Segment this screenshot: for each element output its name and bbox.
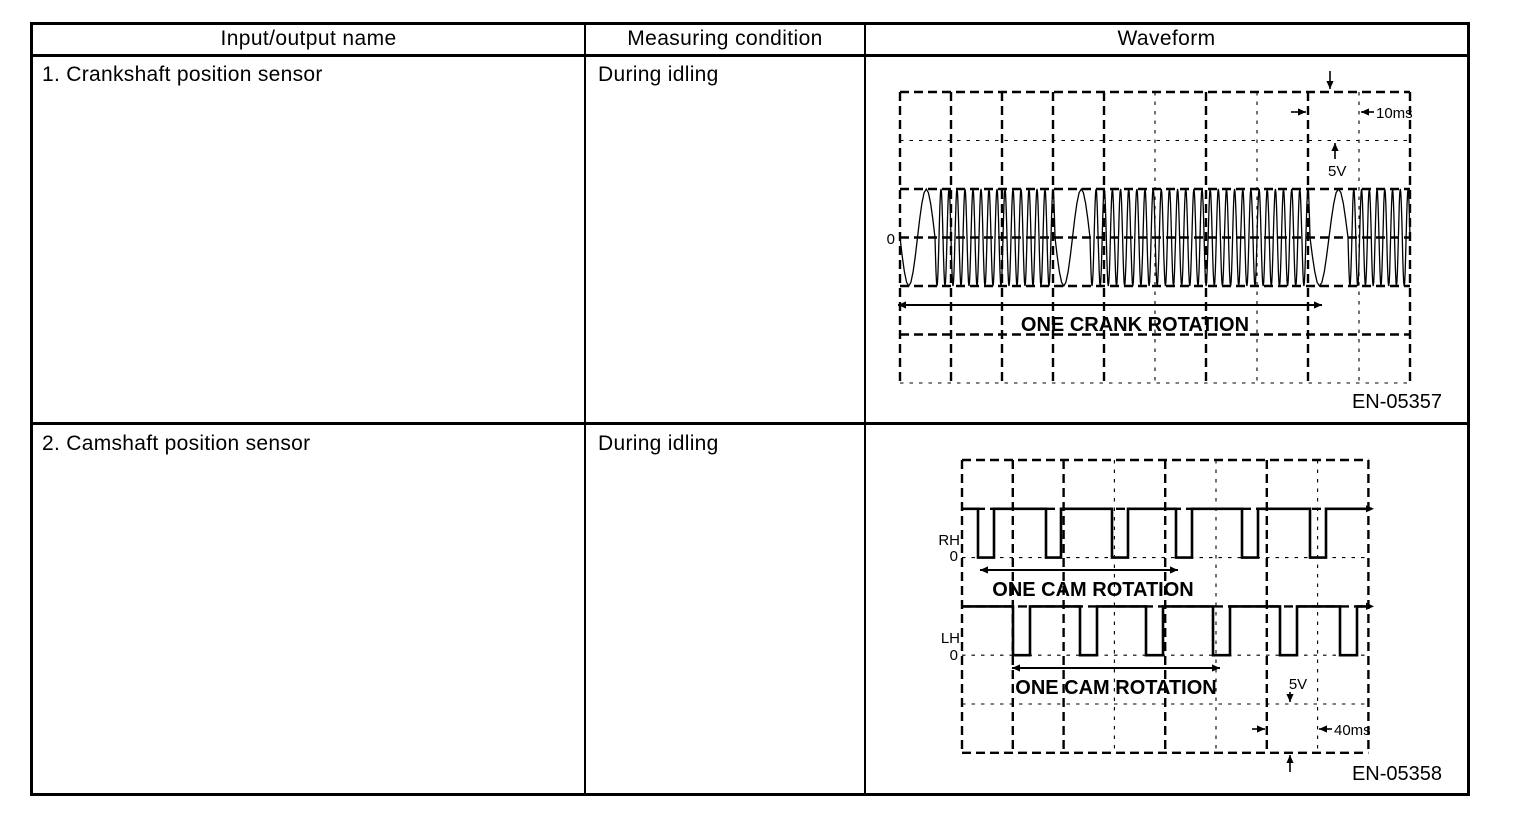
svg-text:RH: RH bbox=[938, 532, 960, 549]
svg-text:10ms: 10ms bbox=[1376, 105, 1413, 122]
header-input-output-name: Input/output name bbox=[220, 27, 397, 50]
svg-text:40ms: 40ms bbox=[1334, 722, 1371, 739]
cell-row2-measuring-condition: During idling bbox=[598, 432, 719, 455]
cell-row1-measuring-condition: During idling bbox=[598, 63, 719, 86]
svg-text:0: 0 bbox=[950, 548, 958, 565]
column-divider-2 bbox=[864, 22, 866, 796]
table-outer-border bbox=[30, 22, 1470, 796]
svg-text:ONE CAM ROTATION: ONE CAM ROTATION bbox=[1015, 677, 1216, 699]
cell-row1-input-output-name: 1. Crankshaft position sensor bbox=[42, 63, 323, 86]
svg-text:0: 0 bbox=[950, 647, 958, 664]
svg-text:5V: 5V bbox=[1289, 676, 1307, 693]
crankshaft-waveform-diagram: 10ms 5V 0 ONE CRANK ROTATION EN-05357 bbox=[887, 71, 1442, 413]
header-waveform: Waveform bbox=[1117, 27, 1216, 50]
column-divider-1 bbox=[584, 22, 586, 796]
row-divider bbox=[30, 422, 1470, 425]
header-divider bbox=[30, 54, 1470, 57]
cell-row2-input-output-name: 2. Camshaft position sensor bbox=[42, 432, 311, 455]
svg-text:LH: LH bbox=[941, 630, 960, 647]
svg-text:5V: 5V bbox=[1328, 163, 1346, 180]
svg-text:0: 0 bbox=[887, 231, 895, 248]
svg-text:EN-05358: EN-05358 bbox=[1352, 763, 1442, 785]
svg-text:EN-05357: EN-05357 bbox=[1352, 391, 1442, 413]
svg-text:ONE CRANK ROTATION: ONE CRANK ROTATION bbox=[1021, 314, 1249, 336]
svg-text:ONE CAM ROTATION: ONE CAM ROTATION bbox=[992, 579, 1193, 601]
header-measuring-condition: Measuring condition bbox=[627, 27, 823, 50]
